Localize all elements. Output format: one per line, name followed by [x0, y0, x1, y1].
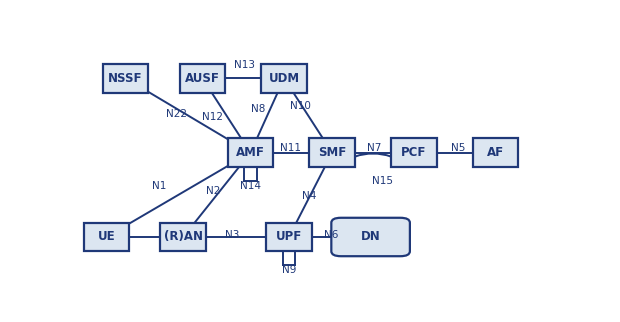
Text: PCF: PCF — [401, 146, 427, 159]
Text: N6: N6 — [324, 230, 338, 240]
Text: UE: UE — [97, 231, 115, 243]
FancyBboxPatch shape — [161, 223, 206, 251]
FancyBboxPatch shape — [391, 138, 436, 167]
Text: N11: N11 — [280, 143, 301, 153]
Text: DN: DN — [361, 231, 381, 243]
Text: AMF: AMF — [236, 146, 265, 159]
FancyBboxPatch shape — [331, 218, 410, 256]
Text: N15: N15 — [372, 176, 393, 186]
FancyBboxPatch shape — [472, 138, 518, 167]
Text: UPF: UPF — [276, 231, 302, 243]
Text: N3: N3 — [225, 230, 239, 240]
Text: N22: N22 — [166, 109, 187, 119]
Text: AUSF: AUSF — [185, 72, 220, 85]
FancyBboxPatch shape — [309, 138, 355, 167]
FancyBboxPatch shape — [180, 64, 225, 92]
FancyBboxPatch shape — [103, 64, 148, 92]
Text: N5: N5 — [451, 143, 466, 153]
Text: N14: N14 — [240, 181, 261, 191]
Text: SMF: SMF — [318, 146, 347, 159]
Text: N9: N9 — [281, 265, 296, 275]
Text: NSSF: NSSF — [108, 72, 143, 85]
FancyBboxPatch shape — [261, 64, 307, 92]
Text: N8: N8 — [250, 104, 265, 114]
Text: (R)AN: (R)AN — [164, 231, 203, 243]
Text: UDM: UDM — [268, 72, 299, 85]
Text: AF: AF — [487, 146, 504, 159]
Text: N10: N10 — [291, 100, 311, 110]
Text: N4: N4 — [303, 191, 317, 201]
Text: N2: N2 — [206, 186, 221, 196]
Text: N12: N12 — [202, 112, 223, 122]
FancyBboxPatch shape — [266, 223, 312, 251]
FancyBboxPatch shape — [228, 138, 273, 167]
Text: N13: N13 — [234, 60, 255, 70]
Text: N1: N1 — [152, 181, 166, 191]
FancyBboxPatch shape — [84, 223, 129, 251]
Text: N7: N7 — [367, 143, 381, 153]
